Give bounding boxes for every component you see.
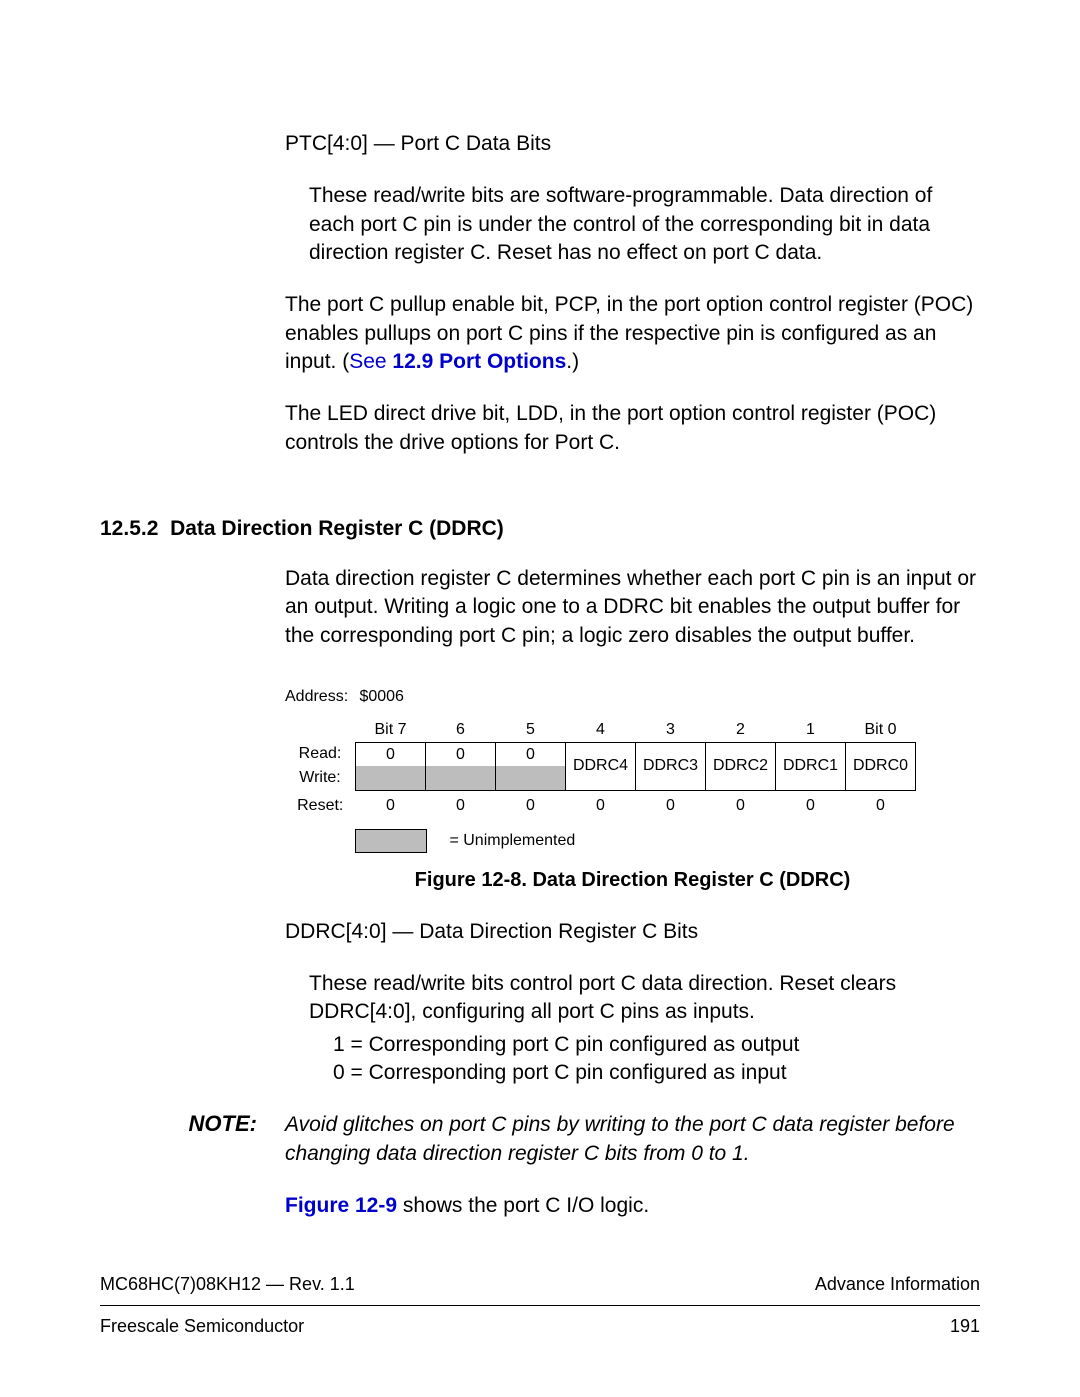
reg-cell: 0	[496, 742, 566, 766]
bit-header: 4	[566, 718, 636, 743]
section-heading: 12.5.2 Data Direction Register C (DDRC)	[100, 517, 980, 541]
note-label: NOTE:	[100, 1111, 285, 1137]
figure-ref-paragraph: Figure 12-9 shows the port C I/O logic.	[285, 1192, 980, 1220]
pcp-paragraph: The port C pullup enable bit, PCP, in th…	[285, 291, 980, 376]
ddrc-bits-heading: DDRC[4:0] — Data Direction Register C Bi…	[285, 918, 980, 946]
reset-value: 0	[426, 790, 496, 821]
reset-value: 0	[636, 790, 706, 821]
bit-header: 3	[636, 718, 706, 743]
write-label: Write:	[285, 766, 356, 790]
section-intro: Data direction register C determines whe…	[285, 565, 980, 650]
legend-text: = Unimplemented	[449, 830, 575, 852]
reset-label: Reset:	[285, 790, 356, 821]
pcp-link-see: See	[349, 350, 392, 373]
note-block: NOTE: Avoid glitches on port C pins by w…	[100, 1111, 980, 1168]
reset-value: 0	[496, 790, 566, 821]
footer-doc-id: MC68HC(7)08KH12 — Rev. 1.1	[100, 1274, 355, 1295]
reg-cell: DDRC4	[566, 742, 636, 790]
section-number: 12.5.2	[100, 517, 158, 540]
reg-cell: DDRC3	[636, 742, 706, 790]
reg-cell-unimplemented	[496, 766, 566, 790]
ddrc-bit-0: 0 = Corresponding port C pin configured …	[333, 1059, 980, 1087]
footer-advance-info: Advance Information	[815, 1274, 980, 1295]
reset-value: 0	[356, 790, 426, 821]
address-label: Address:	[285, 686, 355, 708]
register-figure: Address: $0006 Bit 7 6 5 4 3 2 1 Bit 0	[285, 686, 980, 894]
ddrc-bits-desc: These read/write bits control port C dat…	[309, 970, 980, 1027]
pcp-text-post: .)	[566, 350, 579, 373]
reset-value: 0	[846, 790, 916, 821]
ptc-heading: PTC[4:0] — Port C Data Bits	[285, 130, 980, 158]
reg-cell: 0	[356, 742, 426, 766]
reg-cell: DDRC1	[776, 742, 846, 790]
bit-header: 2	[706, 718, 776, 743]
bit-header: Bit 7	[356, 718, 426, 743]
note-text: Avoid glitches on port C pins by writing…	[285, 1111, 980, 1168]
figure-ref-text: shows the port C I/O logic.	[397, 1194, 649, 1217]
reset-value: 0	[776, 790, 846, 821]
bit-header: 6	[426, 718, 496, 743]
legend-swatch	[355, 829, 427, 853]
bit-header-row: Bit 7 6 5 4 3 2 1 Bit 0	[285, 718, 916, 743]
footer-company: Freescale Semiconductor	[100, 1316, 304, 1337]
bit-header: 5	[496, 718, 566, 743]
reg-cell: DDRC2	[706, 742, 776, 790]
reset-value: 0	[566, 790, 636, 821]
reset-row: Reset: 0 0 0 0 0 0 0 0	[285, 790, 916, 821]
reg-cell: DDRC0	[846, 742, 916, 790]
reg-cell-unimplemented	[356, 766, 426, 790]
ddrc-bit-1: 1 = Corresponding port C pin configured …	[333, 1031, 980, 1059]
reg-cell-unimplemented	[426, 766, 496, 790]
bit-header: 1	[776, 718, 846, 743]
page-footer: MC68HC(7)08KH12 — Rev. 1.1 Advance Infor…	[100, 1274, 980, 1337]
reset-value: 0	[706, 790, 776, 821]
figure-12-9-link[interactable]: Figure 12-9	[285, 1194, 397, 1217]
register-table: Bit 7 6 5 4 3 2 1 Bit 0 Read: 0 0 0 DDRC…	[285, 718, 916, 821]
footer-page-number: 191	[950, 1316, 980, 1337]
read-row: Read: 0 0 0 DDRC4 DDRC3 DDRC2 DDRC1 DDRC…	[285, 742, 916, 766]
reg-cell: 0	[426, 742, 496, 766]
section-title: Data Direction Register C (DDRC)	[170, 517, 504, 540]
address-value: $0006	[359, 688, 404, 705]
port-options-link[interactable]: 12.9 Port Options	[392, 350, 566, 373]
legend: = Unimplemented	[285, 829, 980, 853]
ptc-description: These read/write bits are software-progr…	[309, 182, 980, 267]
bit-header: Bit 0	[846, 718, 916, 743]
figure-caption: Figure 12-8. Data Direction Register C (…	[285, 867, 980, 894]
read-label: Read:	[285, 742, 356, 766]
ldd-paragraph: The LED direct drive bit, LDD, in the po…	[285, 400, 980, 457]
